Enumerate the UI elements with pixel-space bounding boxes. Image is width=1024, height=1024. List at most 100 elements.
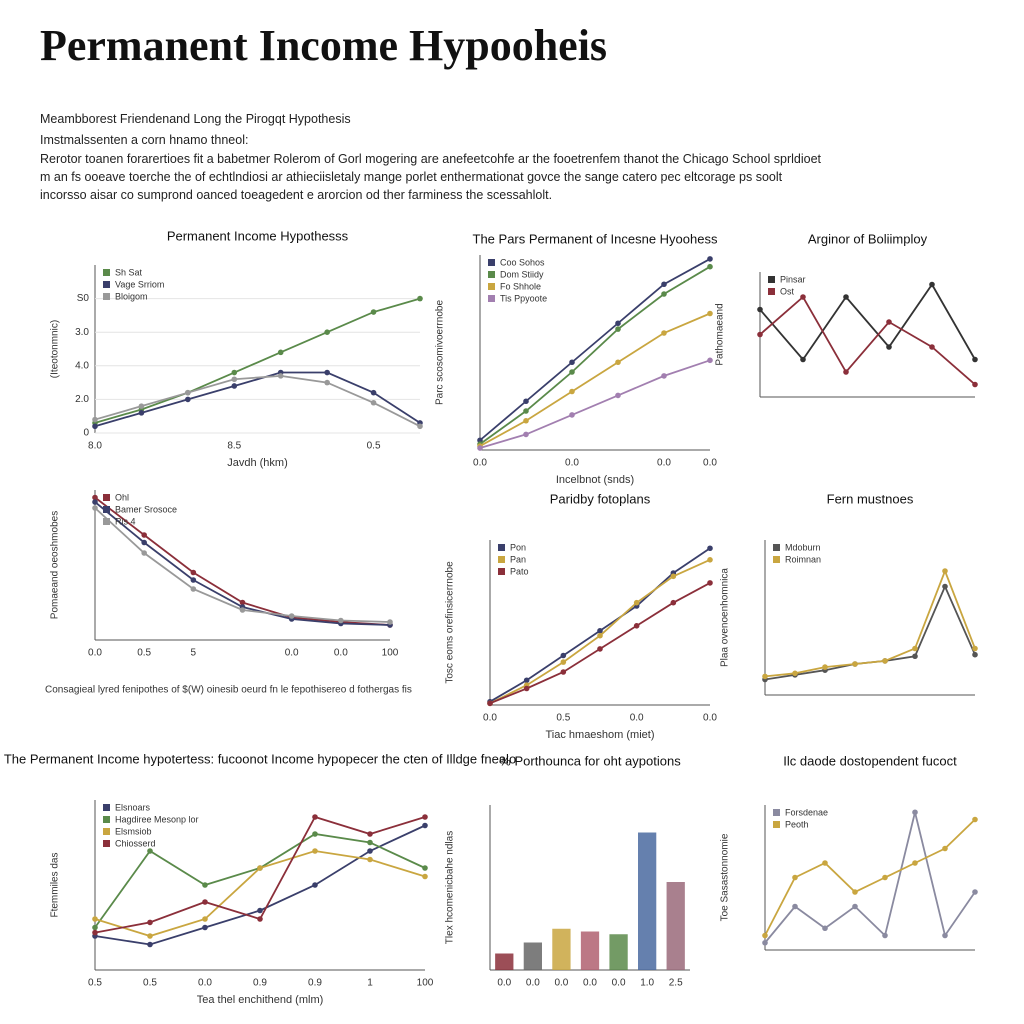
point bbox=[257, 865, 263, 871]
bar bbox=[580, 931, 600, 970]
point bbox=[324, 329, 330, 336]
point bbox=[762, 932, 768, 939]
legend-label: Coo Sohos bbox=[500, 257, 545, 267]
point bbox=[92, 916, 98, 922]
legend-label: Mdoburn bbox=[785, 542, 821, 552]
point bbox=[929, 281, 935, 288]
legend-swatch bbox=[488, 295, 495, 302]
point bbox=[92, 499, 98, 505]
y-axis-label: Pathomaeand bbox=[715, 303, 726, 365]
point bbox=[141, 532, 147, 538]
point bbox=[762, 673, 768, 680]
point bbox=[843, 369, 849, 375]
x-tick-label: 0.5 bbox=[88, 978, 102, 989]
point bbox=[792, 874, 798, 881]
x-tick-label: 5 bbox=[191, 648, 197, 659]
series-line bbox=[479, 258, 711, 441]
x-tick-label: 0.0 bbox=[630, 713, 644, 724]
point bbox=[912, 860, 918, 866]
point bbox=[523, 685, 530, 692]
point bbox=[942, 583, 948, 590]
x-tick-label: 0.0 bbox=[483, 713, 497, 724]
point bbox=[367, 856, 373, 863]
legend-swatch bbox=[103, 281, 110, 288]
bar bbox=[666, 882, 685, 970]
point bbox=[707, 263, 713, 270]
point bbox=[800, 356, 806, 363]
x-axis-label: Tea thel enchithend (mlm) bbox=[197, 994, 324, 1006]
point bbox=[477, 437, 483, 444]
point bbox=[882, 658, 888, 664]
x-tick-label: 0.0 bbox=[554, 978, 568, 989]
legend-label: Pan bbox=[510, 554, 526, 564]
legend-swatch bbox=[103, 293, 110, 300]
point bbox=[852, 889, 858, 895]
series-line bbox=[764, 584, 976, 681]
point bbox=[92, 423, 98, 430]
point bbox=[92, 416, 98, 423]
series-line bbox=[489, 582, 711, 705]
legend-label: Peoth bbox=[785, 819, 809, 829]
x-tick-label: 0.0 bbox=[473, 458, 487, 469]
point bbox=[185, 389, 191, 396]
point bbox=[231, 369, 238, 376]
chart-title: Ilc daode dostopendent fucoct bbox=[783, 753, 957, 768]
legend-label: Pinsar bbox=[780, 274, 806, 284]
point bbox=[972, 381, 978, 388]
point bbox=[972, 889, 978, 895]
point bbox=[661, 330, 667, 336]
legend-label: Dom Stiidy bbox=[500, 269, 544, 279]
legend-swatch bbox=[768, 288, 775, 295]
point bbox=[141, 550, 147, 556]
point bbox=[312, 831, 318, 837]
point bbox=[239, 599, 246, 606]
point bbox=[231, 376, 238, 383]
legend-label: Ohl bbox=[115, 492, 129, 502]
legend-swatch bbox=[488, 259, 495, 266]
legend-swatch bbox=[103, 804, 110, 811]
point bbox=[569, 412, 575, 418]
point bbox=[312, 882, 318, 888]
point bbox=[523, 398, 529, 405]
point bbox=[707, 357, 713, 364]
point bbox=[843, 294, 849, 300]
point bbox=[417, 295, 423, 302]
point bbox=[312, 848, 318, 854]
x-tick-label: 1 bbox=[367, 978, 373, 989]
bar bbox=[523, 942, 542, 970]
point bbox=[370, 389, 377, 396]
x-tick-label: 1.0 bbox=[640, 978, 654, 989]
x-axis-label: Tiac hmaeshom (miet) bbox=[545, 729, 654, 741]
point bbox=[523, 408, 529, 414]
chart-title: The Permanent Income hypotertess: fucoon… bbox=[4, 751, 516, 766]
subtitle: Meambborest Friendenand Long the Pirogqt… bbox=[40, 112, 351, 126]
point bbox=[972, 356, 978, 363]
point bbox=[886, 319, 892, 325]
point bbox=[972, 651, 978, 658]
point bbox=[312, 814, 318, 820]
point bbox=[487, 700, 493, 707]
point bbox=[92, 924, 98, 931]
point bbox=[147, 848, 153, 854]
point bbox=[942, 932, 948, 939]
point bbox=[523, 677, 530, 684]
point bbox=[569, 388, 575, 395]
point bbox=[257, 916, 263, 922]
point bbox=[560, 659, 567, 665]
x-tick-label: 0.0 bbox=[657, 458, 671, 469]
point bbox=[422, 865, 428, 871]
point bbox=[597, 627, 603, 634]
point bbox=[792, 670, 798, 677]
bar bbox=[609, 934, 628, 970]
point bbox=[972, 816, 978, 823]
x-tick-label: 0.0 bbox=[703, 713, 717, 724]
point bbox=[569, 369, 575, 375]
point bbox=[92, 505, 98, 511]
legend-label: Elsnoars bbox=[115, 802, 151, 812]
point bbox=[615, 392, 621, 399]
point bbox=[387, 619, 393, 625]
y-axis-label: Tlex hcomenicbahe ndlas bbox=[445, 831, 456, 944]
point bbox=[707, 256, 713, 262]
point bbox=[942, 568, 948, 574]
